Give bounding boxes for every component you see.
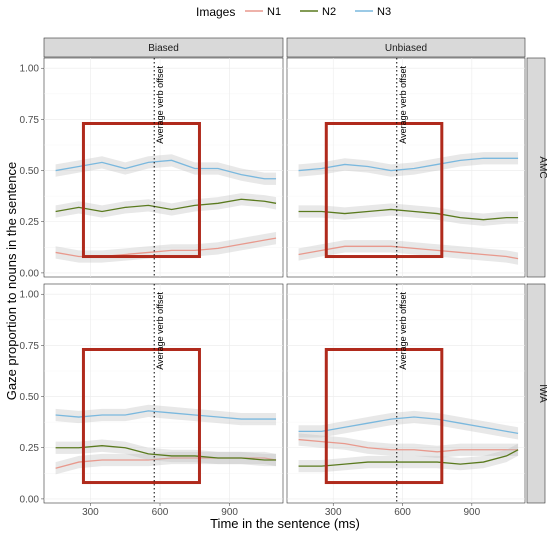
legend-title: Images [196,5,235,19]
y-tick-label: 0.50 [20,392,40,403]
legend-label-n2: N2 [322,6,336,18]
legend-item-n3: N3 [355,6,391,18]
series-line-n1 [298,438,519,453]
y-tick-label: 1.00 [20,290,40,301]
panel-unbiased-iwa: Average verb offset [286,283,526,504]
highlight-box [81,121,201,259]
legend-label-n1: N1 [267,6,281,18]
y-tick-label: 0.75 [20,115,40,126]
x-tick-label: 600 [394,507,411,518]
panel-biased-iwa: Average verb offset [43,283,284,504]
y-tick-label: 1.00 [20,64,40,75]
x-tick-label: 300 [325,507,342,518]
confidence-ribbon-n2 [298,443,519,473]
x-axis-title: Time in the sentence (ms) [210,516,360,531]
series-line-n3 [55,410,277,420]
series-line-n1 [298,245,519,260]
series-line-n2 [298,208,519,221]
confidence-ribbon-n3 [298,152,519,177]
column-strip-biased: Biased [43,37,284,58]
y-tick-label: 0.50 [20,166,40,177]
x-tick-label: 300 [82,507,99,518]
verb-offset-label: Average verb offset [398,66,408,144]
verb-offset-label: Average verb offset [155,292,165,370]
legend: Images N1 N2 N3 [196,5,391,19]
x-tick-label: 900 [221,507,238,518]
confidence-ribbon-n3 [55,404,277,426]
y-tick-label: 0.00 [20,268,40,279]
panel-unbiased-amc: Average verb offset [286,57,526,278]
confidence-ribbon-n1 [298,433,519,458]
legend-label-n3: N3 [377,6,391,18]
confidence-ribbon-n1 [55,231,277,263]
confidence-ribbon-n3 [298,410,519,440]
series-line-n2 [55,198,277,213]
series-line-n3 [298,416,519,435]
row-strip-iwa: IWA [526,283,548,504]
y-axis-title: Gaze proportion to nouns in the sentence [4,162,19,401]
verb-offset-label: Average verb offset [155,66,165,144]
y-tick-label: 0.00 [20,494,40,505]
column-strip-label: Unbiased [385,43,427,54]
series-line-n3 [298,157,519,172]
series-line-n3 [55,159,277,180]
legend-item-n2: N2 [300,6,336,18]
confidence-ribbon-n2 [55,193,277,218]
y-tick-label: 0.25 [20,443,40,454]
confidence-ribbon-n2 [298,203,519,226]
panel-biased-amc: Average verb offset [43,57,284,278]
highlight-box [324,121,444,259]
highlight-box [81,347,201,485]
column-strip-unbiased: Unbiased [286,37,526,58]
row-strip-label: IWA [537,384,548,403]
highlight-box [324,347,444,485]
row-strip-label: AMC [537,156,548,178]
series-line-n2 [298,449,519,467]
series-line-n2 [55,445,277,461]
column-strip-label: Biased [148,43,179,54]
x-tick-label: 600 [152,507,169,518]
y-tick-label: 0.25 [20,217,40,228]
confidence-ribbon-n3 [55,154,277,185]
x-tick-label: 900 [464,507,481,518]
row-strip-amc: AMC [526,57,548,278]
verb-offset-label: Average verb offset [398,292,408,370]
legend-item-n1: N1 [245,6,281,18]
y-tick-label: 0.75 [20,341,40,352]
series-line-n1 [55,457,277,469]
